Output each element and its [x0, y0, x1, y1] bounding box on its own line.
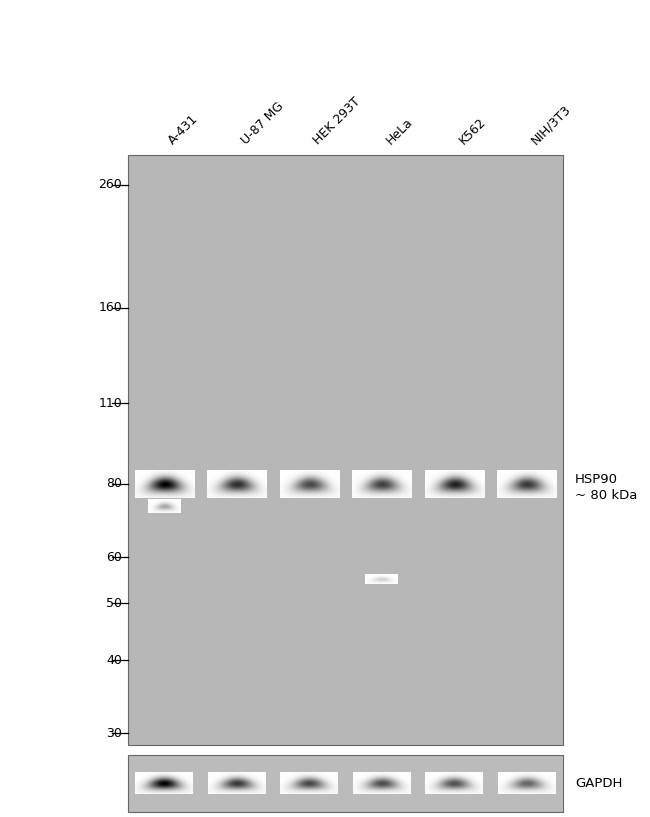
Text: ~ 80 kDa: ~ 80 kDa — [575, 489, 638, 502]
Text: NIH/3T3: NIH/3T3 — [528, 102, 573, 147]
Text: 260: 260 — [98, 178, 122, 191]
Text: GAPDH: GAPDH — [575, 777, 623, 790]
Text: HSP90: HSP90 — [575, 474, 618, 486]
Text: A-431: A-431 — [166, 112, 201, 147]
Text: 30: 30 — [106, 726, 122, 739]
Text: HeLa: HeLa — [384, 115, 415, 147]
Text: HEK 293T: HEK 293T — [311, 95, 363, 147]
Text: 60: 60 — [106, 551, 122, 564]
Text: U-87 MG: U-87 MG — [239, 100, 286, 147]
Text: 40: 40 — [106, 654, 122, 667]
Text: K562: K562 — [456, 115, 488, 147]
Text: 80: 80 — [106, 477, 122, 490]
Bar — [128, 155, 563, 745]
Text: 160: 160 — [98, 301, 122, 315]
Text: 50: 50 — [106, 597, 122, 610]
Bar — [128, 755, 563, 812]
Text: 110: 110 — [98, 396, 122, 409]
